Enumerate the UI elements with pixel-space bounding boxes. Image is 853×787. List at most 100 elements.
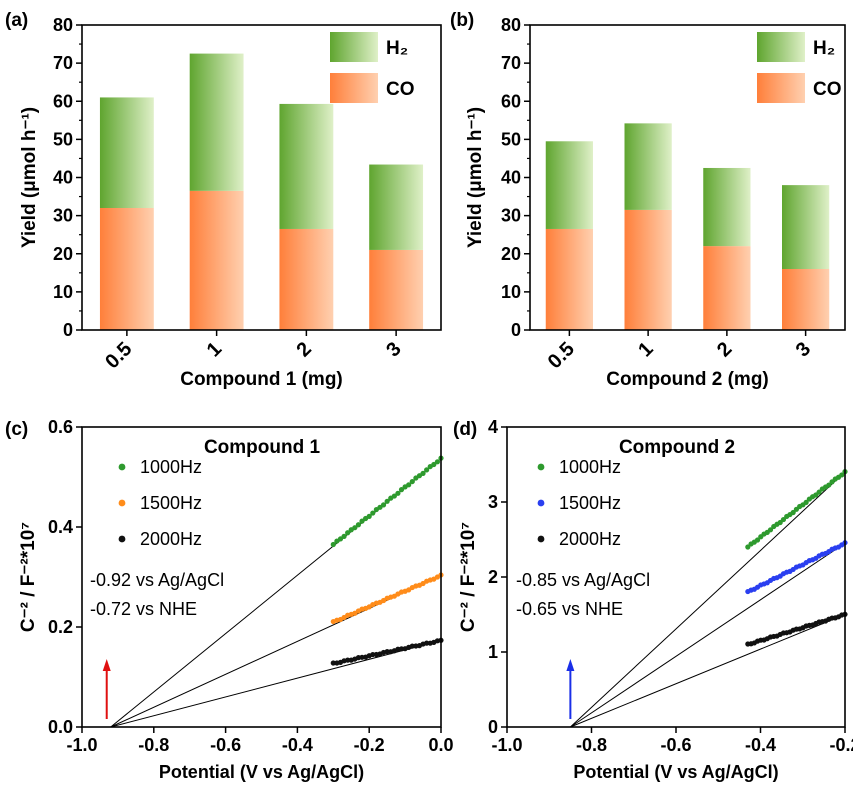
plot-frame <box>81 426 442 728</box>
bar-co-1 <box>189 190 244 330</box>
bar-h2-3 <box>782 185 830 269</box>
y-tick-label: 0 <box>511 320 521 340</box>
legend-label-h2: H₂ <box>386 38 408 59</box>
x-tick-label: -0.6 <box>210 735 241 755</box>
y-tick-label: 60 <box>501 91 521 111</box>
bar-co-2 <box>703 246 751 330</box>
bar-co-3 <box>369 249 424 330</box>
legend-swatch-co <box>330 73 378 103</box>
data-point-1000Hz <box>420 470 426 476</box>
data-point-1000Hz <box>803 499 809 505</box>
x-tick-label: -0.8 <box>576 735 607 755</box>
x-tick-label: 3 <box>792 338 815 361</box>
x-axis-label: Compound 1 (mg) <box>180 369 343 390</box>
data-point-2000Hz <box>330 660 336 666</box>
data-point-1000Hz <box>826 482 832 488</box>
data-point-1000Hz <box>395 490 401 496</box>
x-tick-label: -0.4 <box>282 735 313 755</box>
y-tick-label: 60 <box>53 91 73 111</box>
bar-h2-1 <box>189 53 244 191</box>
data-point-1000Hz <box>341 533 347 539</box>
data-point-1000Hz <box>366 513 372 519</box>
data-point-1000Hz <box>352 525 358 531</box>
x-axis-label: Compound 2 (mg) <box>606 369 769 390</box>
data-point-1000Hz <box>370 510 376 516</box>
data-point-1000Hz <box>355 522 362 528</box>
x-axis-label: Potential (V vs Ag/AgCl) <box>159 762 364 782</box>
annotation-text: -0.92 vs Ag/AgCl <box>90 570 224 590</box>
data-point-2000Hz <box>384 649 390 655</box>
y-axis-label: Yield (μmol h⁻¹) <box>465 107 486 248</box>
y-tick-label: 10 <box>53 282 73 302</box>
arrow-up-icon <box>566 659 575 671</box>
data-point-1000Hz <box>391 493 397 499</box>
y-tick-label: 30 <box>501 206 521 226</box>
fit-line-1500Hz <box>570 542 846 728</box>
x-tick-label: -0.2 <box>354 735 385 755</box>
bar-co-2 <box>279 228 334 330</box>
x-tick-label: 1 <box>634 338 657 361</box>
x-tick-label: -1.0 <box>491 735 522 755</box>
data-point-1000Hz <box>409 478 415 485</box>
x-tick-label: -0.6 <box>660 735 691 755</box>
legend-swatch-h2 <box>757 32 805 62</box>
x-tick-label: 0.5 <box>101 338 136 373</box>
data-point-1000Hz <box>780 516 787 523</box>
legend-label-2000Hz: 2000Hz <box>559 529 621 549</box>
bar-chart-a: 0 10 20 30 40 50 60 70 80 0.5 1 2 3 Compound 1 (mg) Yi… <box>5 10 442 390</box>
fit-line-2000Hz <box>570 614 846 728</box>
data-point-1000Hz <box>431 461 437 468</box>
y-tick-label: 0.4 <box>48 517 73 537</box>
y-tick-label: 0 <box>63 320 73 340</box>
chart-title: Compound 2 <box>619 437 735 458</box>
bar-h2-0.5 <box>545 141 593 229</box>
x-tick-label: 2 <box>713 338 736 361</box>
legend-marker-2000Hz <box>537 535 545 543</box>
y-tick-label: 4 <box>488 417 498 437</box>
x-tick-label: -0.8 <box>138 735 169 755</box>
bar-chart-b: 0 10 20 30 40 50 60 70 80 0.5 1 2 3 Compound 2 (mg) Yi… <box>450 10 846 390</box>
bar-co-1 <box>624 209 672 330</box>
legend-label-1500Hz: 1500Hz <box>140 493 202 513</box>
legend-label-co: CO <box>386 79 415 100</box>
bar-h2-0.5 <box>99 97 154 208</box>
data-point-1000Hz <box>767 527 774 533</box>
bar-h2-2 <box>279 103 334 229</box>
x-tick-label: 2 <box>292 338 315 361</box>
y-axis-label: Yield (μmol h⁻¹) <box>19 107 40 248</box>
annotation-text: -0.65 vs NHE <box>516 599 623 619</box>
data-point-1000Hz <box>345 530 351 536</box>
y-tick-label: 0.2 <box>48 617 73 637</box>
legend-label-1500Hz: 1500Hz <box>559 493 621 513</box>
legend-marker-1000Hz <box>118 463 126 471</box>
y-tick-label: 0 <box>488 717 498 737</box>
annotation-text: -0.72 vs NHE <box>90 599 197 619</box>
data-point-1000Hz <box>330 541 336 548</box>
y-tick-label: 50 <box>53 129 73 149</box>
x-axis-label: Potential (V vs Ag/AgCl) <box>573 762 778 782</box>
bar-h2-3 <box>369 164 424 250</box>
scatter-chart-d: 0 1 2 3 4 -1.0 -0.8 -0.6 -0.4 -0.2 Potential (V vs… <box>453 417 853 782</box>
data-point-2000Hz <box>345 657 351 663</box>
bar-h2-1 <box>624 123 672 210</box>
legend-marker-1500Hz <box>537 499 545 507</box>
panel-label: (a) <box>5 10 28 31</box>
y-tick-label: 70 <box>501 53 521 73</box>
y-tick-label: 3 <box>488 492 498 512</box>
legend-label-1000Hz: 1000Hz <box>140 457 202 477</box>
y-tick-label: 30 <box>53 206 73 226</box>
legend-label-h2: H₂ <box>813 38 835 59</box>
legend-marker-1500Hz <box>118 499 126 507</box>
x-tick-label: -1.0 <box>66 735 97 755</box>
chart-title: Compound 1 <box>204 437 321 458</box>
data-point-1000Hz <box>816 489 822 495</box>
y-tick-label: 80 <box>53 15 73 35</box>
y-tick-label: 2 <box>488 567 498 587</box>
x-tick-label: -0.4 <box>745 735 776 755</box>
x-tick-label: -0.2 <box>829 735 853 755</box>
data-point-1000Hz <box>398 487 405 493</box>
data-point-1000Hz <box>380 502 387 508</box>
data-point-1000Hz <box>745 544 751 550</box>
bar-co-0.5 <box>545 228 593 330</box>
legend-label-co: CO <box>813 79 842 100</box>
